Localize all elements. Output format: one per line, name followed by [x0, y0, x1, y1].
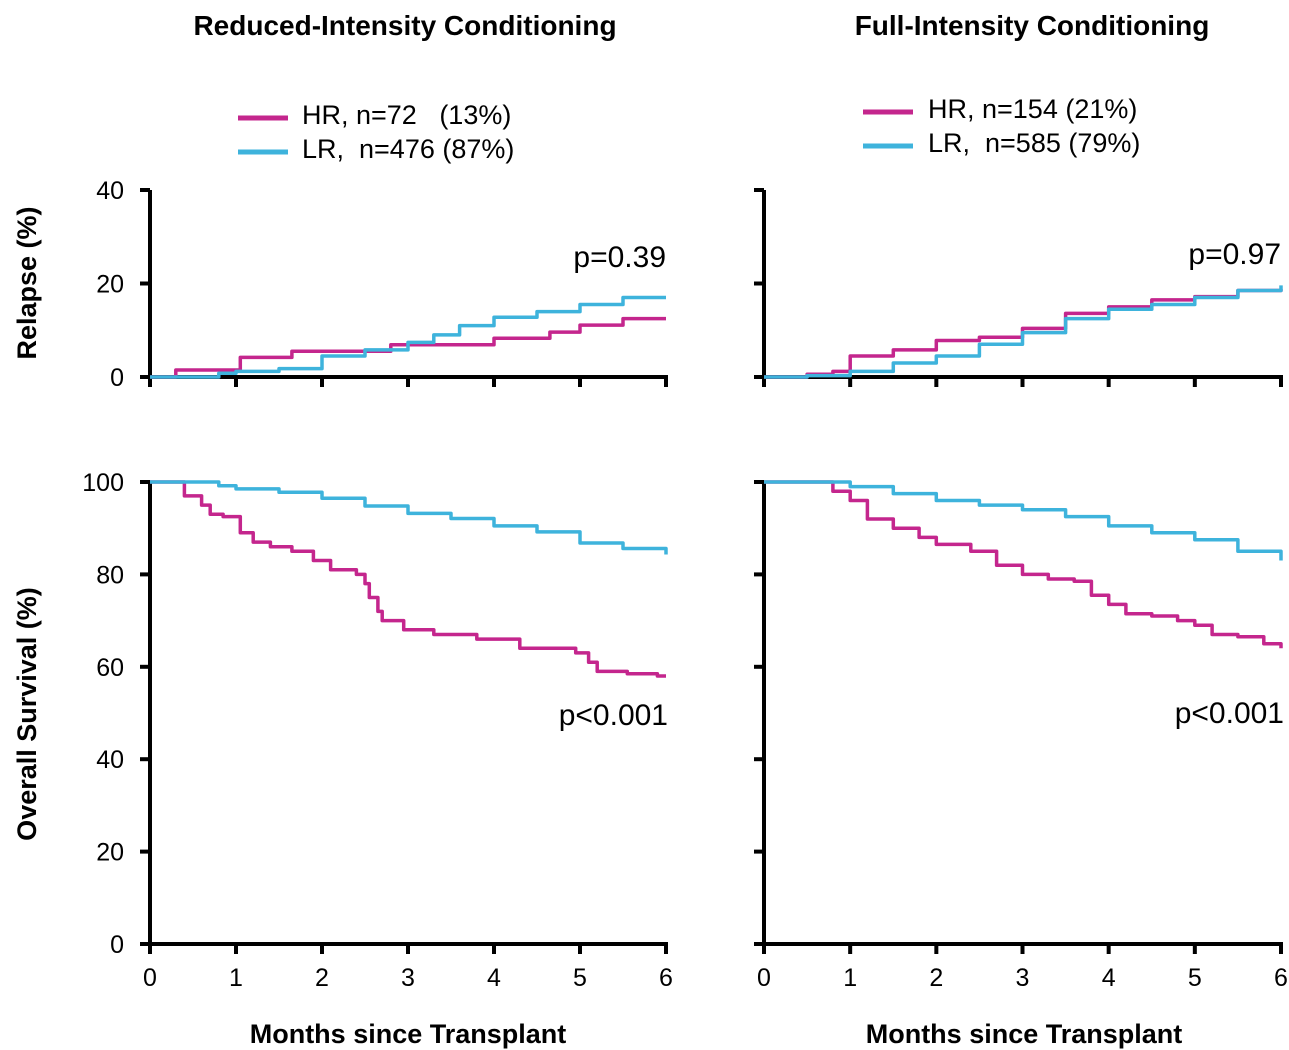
p-value-annotation: p=0.97	[1188, 238, 1281, 271]
x-tick-label: 4	[487, 964, 501, 992]
x-tick-label: 5	[1188, 964, 1202, 992]
series-line-hr	[150, 480, 666, 678]
y-tick-label: 40	[96, 177, 124, 205]
x-tick-label: 1	[229, 964, 243, 992]
panel-os-ric: 0 20 40 60 80 100 0 1 2 3 4 5 6 p<0.001	[82, 469, 673, 992]
col-title-ric: Reduced-Intensity Conditioning	[193, 10, 616, 41]
x-tick-label: 0	[143, 964, 157, 992]
legend-ric: HR, n=72 (13%) LR, n=476 (87%)	[238, 100, 514, 164]
x-tick-label: 1	[843, 964, 857, 992]
x-tick-label: 6	[659, 964, 673, 992]
x-tick-label: 2	[929, 964, 943, 992]
xlabel-fic: Months since Transplant	[866, 1019, 1183, 1049]
legend-label-fic-hr: HR, n=154 (21%)	[928, 94, 1137, 124]
ylabel-overall-survival: Overall Survival (%)	[12, 587, 42, 841]
xlabel-ric: Months since Transplant	[250, 1019, 567, 1049]
legend-fic: HR, n=154 (21%) LR, n=585 (79%)	[863, 94, 1140, 158]
series-line-lr	[764, 285, 1283, 379]
y-tick-label: 20	[96, 839, 124, 867]
x-tick-label: 0	[757, 964, 771, 992]
y-tick-label: 60	[96, 654, 124, 682]
panel-os-fic: 0 1 2 3 4 5 6 p<0.001	[754, 480, 1288, 992]
x-tick-label: 4	[1102, 964, 1116, 992]
series-line-lr	[150, 480, 668, 555]
ylabel-relapse: Relapse (%)	[12, 206, 42, 359]
legend-label-fic-lr: LR, n=585 (79%)	[928, 128, 1140, 158]
series-line-lr	[764, 480, 1283, 561]
series-line-hr	[150, 316, 666, 379]
x-tick-label: 5	[573, 964, 587, 992]
series-line-hr	[764, 480, 1283, 649]
legend-label-ric-lr: LR, n=476 (87%)	[302, 134, 514, 164]
x-tick-label: 3	[1016, 964, 1030, 992]
p-value-annotation: p=0.39	[573, 241, 666, 274]
panel-relapse-ric: 0 20 40 p=0.39	[96, 177, 668, 392]
panel-relapse-fic: p=0.97	[754, 188, 1283, 387]
y-tick-label: 0	[110, 364, 124, 392]
x-tick-label: 3	[401, 964, 415, 992]
series-line-lr	[150, 295, 666, 379]
col-title-fic: Full-Intensity Conditioning	[855, 10, 1210, 41]
y-tick-label: 0	[110, 931, 124, 959]
x-tick-label: 2	[315, 964, 329, 992]
y-tick-label: 20	[96, 271, 124, 299]
x-tick-label: 6	[1274, 964, 1288, 992]
legend-label-ric-hr: HR, n=72 (13%)	[302, 100, 511, 130]
p-value-annotation: p<0.001	[1175, 697, 1284, 730]
y-tick-label: 80	[96, 561, 124, 589]
p-value-annotation: p<0.001	[559, 699, 668, 732]
y-tick-label: 40	[96, 746, 124, 774]
y-tick-label: 100	[82, 469, 124, 497]
